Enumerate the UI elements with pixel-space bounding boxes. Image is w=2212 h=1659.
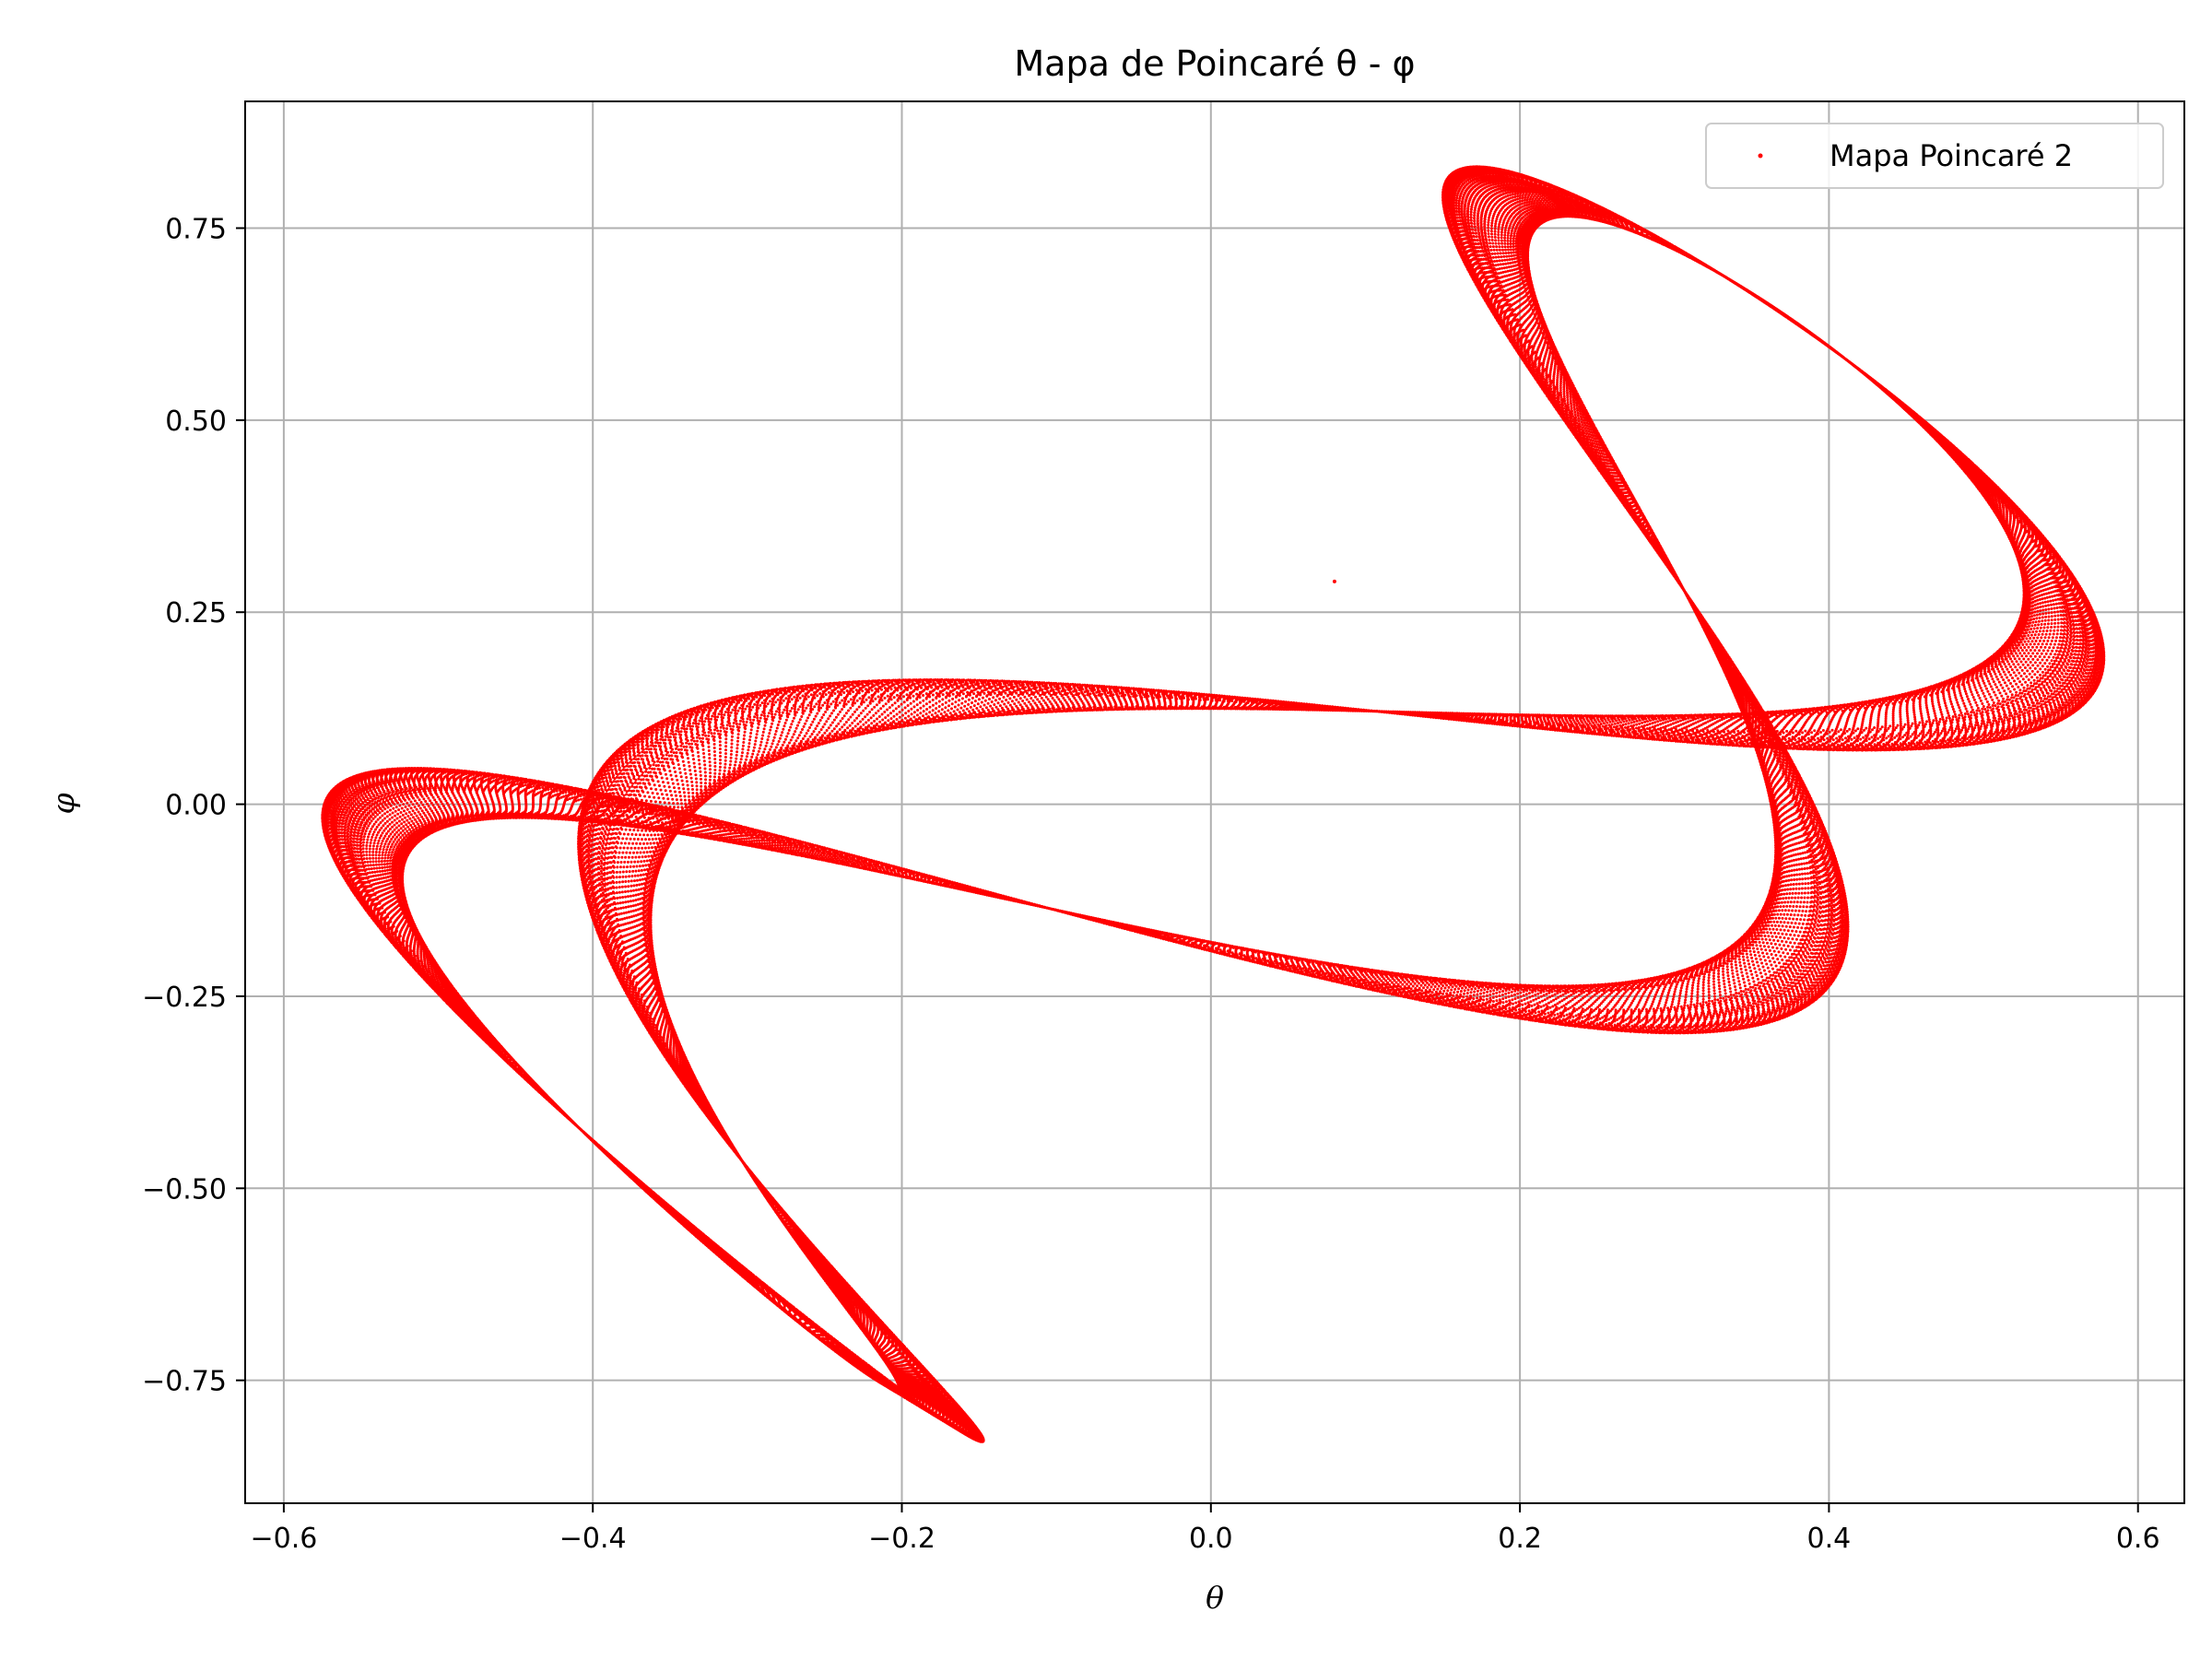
y-axis-label: φ <box>45 793 81 814</box>
chart-title: Mapa de Poincaré θ - φ <box>1014 43 1415 84</box>
y-axis-ticks: −0.75 −0.50 −0.25 0.00 0.25 0.50 0.75 <box>142 214 245 1398</box>
x-tick-label: 0.4 <box>1807 1523 1852 1555</box>
x-axis-label: θ <box>1206 1580 1224 1616</box>
x-tick-label: −0.2 <box>868 1523 935 1555</box>
plot-area <box>321 165 2106 1443</box>
legend-label: Mapa Poincaré 2 <box>1830 138 2073 173</box>
axes-frame <box>244 100 2185 1504</box>
y-tick-label: −0.75 <box>142 1366 227 1398</box>
y-tick-label: 0.50 <box>165 406 227 438</box>
x-tick-label: −0.6 <box>250 1523 317 1555</box>
x-tick-label: 0.6 <box>2116 1523 2160 1555</box>
legend-marker <box>1758 153 1763 159</box>
series-points-mapa-poincare-2 <box>321 165 2106 1443</box>
data-points <box>321 165 2106 1443</box>
y-tick-label: 0.25 <box>165 597 227 629</box>
y-tick-label: 0.00 <box>165 790 227 822</box>
y-tick-label: −0.50 <box>142 1173 227 1206</box>
start-point <box>1332 579 1336 583</box>
x-tick-label: 0.2 <box>1498 1523 1542 1555</box>
x-axis-ticks: −0.6 −0.4 −0.2 0.0 0.2 0.4 0.6 <box>250 1503 2160 1555</box>
legend: Mapa Poincaré 2 <box>1705 123 2164 189</box>
x-tick-label: 0.0 <box>1189 1523 1233 1555</box>
grid <box>245 101 2184 1503</box>
legend-box <box>1705 123 2164 189</box>
y-tick-label: 0.75 <box>165 214 227 246</box>
y-tick-label: −0.25 <box>142 982 227 1014</box>
x-tick-label: −0.4 <box>559 1523 627 1555</box>
